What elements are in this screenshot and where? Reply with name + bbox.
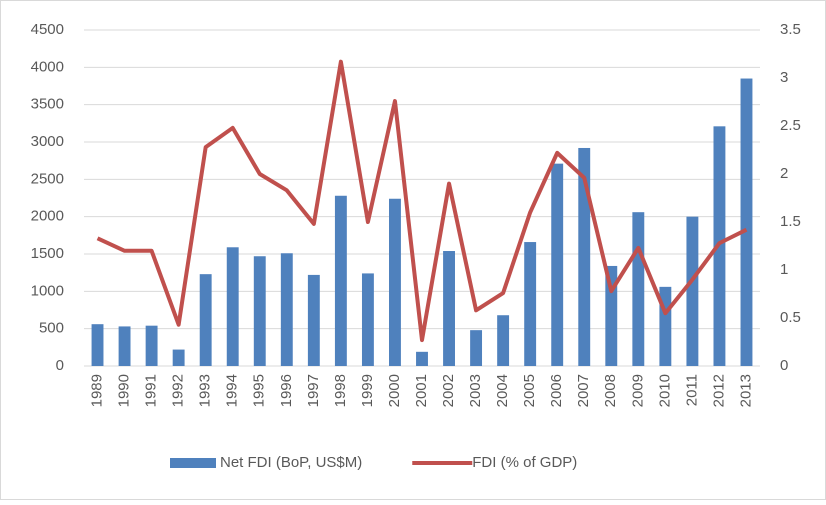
bar [578,147,591,366]
y2-tick-label: 1.5 [780,213,801,230]
x-tick-label: 1999 [359,374,376,407]
y-tick-label: 2000 [31,208,64,225]
x-tick-label: 2009 [629,374,646,407]
y-tick-label: 4000 [31,58,64,75]
bar [253,256,266,366]
bar [334,195,347,366]
bar [307,274,320,366]
x-tick-label: 2013 [737,374,754,407]
bar [226,247,239,366]
x-tick-label: 2012 [710,374,727,407]
x-tick-label: 2005 [521,374,538,407]
bar [524,242,537,366]
x-tick-label: 1989 [88,374,105,407]
x-tick-label: 2001 [413,374,430,407]
y2-tick-label: 2.5 [780,117,801,134]
legend-swatch [170,458,216,468]
bar [199,274,212,366]
x-tick-label: 2003 [467,374,484,407]
x-tick-label: 1994 [224,374,241,407]
y-tick-label: 1000 [31,282,64,299]
y-tick-label: 500 [39,320,64,337]
x-tick-label: 2010 [656,374,673,407]
line [96,59,748,343]
y2-tick-label: 0 [780,357,788,374]
x-tick-label: 1990 [116,374,133,407]
y-tick-label: 0 [56,357,64,374]
x-tick-label: 1997 [305,374,322,407]
y-tick-label: 4500 [31,21,64,38]
x-tick-label: 2002 [440,374,457,407]
bar [172,349,185,366]
bar [497,315,510,366]
x-tick-label: 1991 [143,374,160,407]
x-tick-label: 1995 [251,374,268,407]
legend-label: Net FDI (BoP, US$M) [220,454,362,471]
y-tick-label: 3000 [31,133,64,150]
bar [118,326,131,366]
x-tick-label: 1998 [332,374,349,407]
x-tick-label: 2007 [575,374,592,407]
bar [91,324,104,366]
bar [605,265,618,366]
bar [659,286,672,366]
y2-tick-label: 3 [780,69,788,86]
bar [416,351,428,366]
y-tick-label: 1500 [31,245,64,262]
bar [686,216,699,366]
x-tick-label: 1992 [170,374,187,407]
legend-label: FDI (% of GDP) [472,454,577,471]
x-tick-label: 1993 [197,374,214,407]
x-tick-label: 1996 [278,374,295,407]
bar [551,163,564,366]
bar [361,273,374,366]
x-tick-label: 2004 [494,374,511,407]
bar [740,78,753,367]
bar [280,253,293,366]
bar [443,251,455,366]
bar [389,198,401,366]
y-tick-label: 3500 [31,96,64,113]
y2-tick-label: 1 [780,261,788,278]
x-tick-label: 2011 [683,374,700,406]
x-tick-label: 2006 [548,374,565,407]
x-tick-label: 2000 [386,374,403,407]
bar [145,325,158,366]
y2-tick-label: 2 [780,165,788,182]
y2-tick-label: 3.5 [780,21,801,38]
x-tick-label: 2008 [602,374,619,407]
bar [470,330,483,366]
y2-tick-label: 0.5 [780,309,801,326]
y-tick-label: 2500 [31,170,64,187]
bar [632,212,645,366]
